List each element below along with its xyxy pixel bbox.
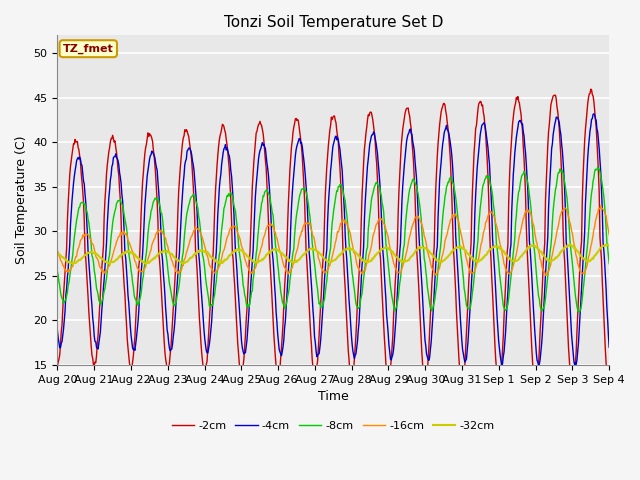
-4cm bbox=[605, 344, 613, 350]
Line: -4cm: -4cm bbox=[58, 114, 609, 366]
-32cm bbox=[401, 258, 409, 264]
-32cm bbox=[54, 250, 61, 256]
-4cm bbox=[120, 228, 128, 234]
-2cm bbox=[568, 389, 576, 395]
-16cm bbox=[605, 232, 613, 238]
-4cm bbox=[590, 111, 598, 117]
-8cm bbox=[575, 310, 583, 315]
-32cm bbox=[121, 249, 129, 255]
-16cm bbox=[597, 203, 605, 209]
Legend: -2cm, -4cm, -8cm, -16cm, -32cm: -2cm, -4cm, -8cm, -16cm, -32cm bbox=[167, 417, 499, 435]
-2cm bbox=[54, 363, 61, 369]
Title: Tonzi Soil Temperature Set D: Tonzi Soil Temperature Set D bbox=[223, 15, 443, 30]
-4cm bbox=[177, 234, 184, 240]
-2cm bbox=[587, 86, 595, 92]
-8cm bbox=[63, 290, 71, 296]
-16cm bbox=[120, 229, 128, 235]
-16cm bbox=[54, 249, 61, 254]
-16cm bbox=[177, 267, 184, 273]
-32cm bbox=[63, 259, 71, 264]
-32cm bbox=[566, 241, 574, 247]
-32cm bbox=[106, 261, 113, 266]
Line: -16cm: -16cm bbox=[58, 206, 609, 276]
-16cm bbox=[541, 273, 549, 278]
-2cm bbox=[401, 116, 408, 121]
Line: -8cm: -8cm bbox=[58, 167, 609, 312]
-4cm bbox=[54, 328, 61, 334]
-2cm bbox=[205, 319, 213, 324]
-16cm bbox=[63, 269, 71, 275]
X-axis label: Time: Time bbox=[318, 390, 349, 403]
-8cm bbox=[605, 261, 613, 266]
-4cm bbox=[401, 163, 408, 168]
-4cm bbox=[417, 259, 424, 264]
-8cm bbox=[54, 268, 61, 274]
-8cm bbox=[594, 164, 602, 170]
-16cm bbox=[417, 219, 424, 225]
-4cm bbox=[205, 341, 213, 347]
-8cm bbox=[401, 242, 408, 248]
-2cm bbox=[417, 320, 424, 325]
-8cm bbox=[177, 273, 184, 279]
-2cm bbox=[177, 166, 184, 172]
Y-axis label: Soil Temperature (C): Soil Temperature (C) bbox=[15, 136, 28, 264]
-16cm bbox=[205, 262, 213, 268]
Line: -2cm: -2cm bbox=[58, 89, 609, 392]
-4cm bbox=[498, 363, 506, 369]
-4cm bbox=[63, 274, 71, 280]
-32cm bbox=[605, 243, 613, 249]
-32cm bbox=[417, 245, 425, 251]
-16cm bbox=[401, 259, 408, 264]
-2cm bbox=[63, 218, 71, 224]
-2cm bbox=[605, 388, 613, 394]
Text: TZ_fmet: TZ_fmet bbox=[63, 44, 114, 54]
-8cm bbox=[205, 303, 213, 309]
-2cm bbox=[120, 283, 128, 288]
-32cm bbox=[206, 253, 214, 259]
-32cm bbox=[177, 260, 185, 265]
Line: -32cm: -32cm bbox=[58, 244, 609, 264]
-8cm bbox=[417, 209, 424, 215]
-8cm bbox=[120, 212, 128, 218]
